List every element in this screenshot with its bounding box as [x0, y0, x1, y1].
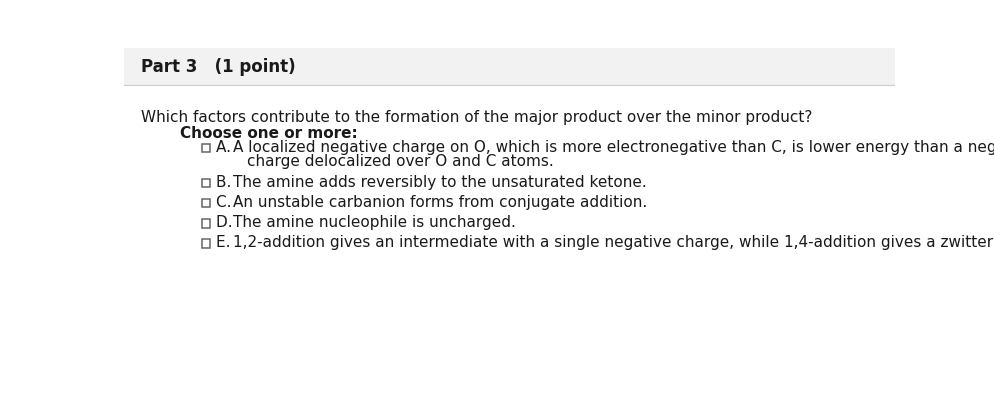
Bar: [202, 143, 210, 152]
Bar: [202, 219, 210, 227]
Text: Which factors contribute to the formation of the major product over the minor pr: Which factors contribute to the formatio…: [141, 110, 812, 125]
Bar: [202, 239, 210, 248]
Text: The amine adds reversibly to the unsaturated ketone.: The amine adds reversibly to the unsatur…: [233, 175, 646, 190]
Text: D.: D.: [216, 215, 242, 230]
Text: Choose one or more:: Choose one or more:: [180, 126, 358, 141]
Text: Part 3   (1 point): Part 3 (1 point): [141, 58, 296, 76]
Text: 1,2-addition gives an intermediate with a single negative charge, while 1,4-addi: 1,2-addition gives an intermediate with …: [233, 235, 994, 250]
Bar: [202, 179, 210, 187]
Text: C.: C.: [216, 195, 241, 210]
Text: E.: E.: [216, 235, 240, 250]
Bar: [202, 199, 210, 208]
Text: A localized negative charge on O, which is more electronegative than C, is lower: A localized negative charge on O, which …: [233, 139, 994, 155]
Text: An unstable carbanion forms from conjugate addition.: An unstable carbanion forms from conjuga…: [233, 195, 646, 210]
Text: B.: B.: [216, 175, 241, 190]
Text: charge delocalized over O and C atoms.: charge delocalized over O and C atoms.: [247, 154, 553, 169]
Bar: [124, 48, 895, 85]
Text: The amine nucleophile is uncharged.: The amine nucleophile is uncharged.: [233, 215, 515, 230]
Text: A.: A.: [216, 139, 241, 155]
